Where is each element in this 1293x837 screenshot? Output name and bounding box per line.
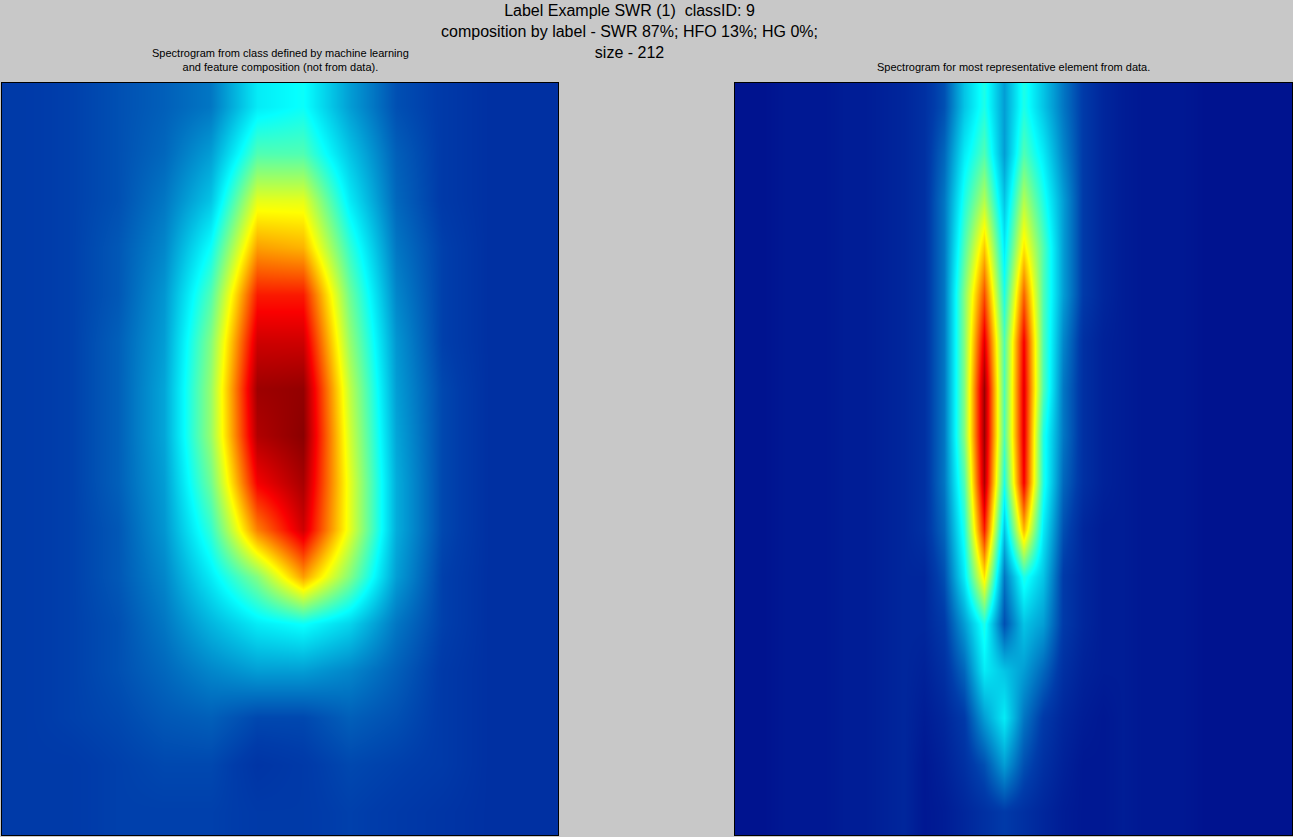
svg-text:Spectrogram for most represent: Spectrogram for most representative elem… <box>877 61 1150 73</box>
svg-text:Label Example SWR (1) classID: Label Example SWR (1) classID: 9composit… <box>441 2 818 61</box>
svg-text:Spectrogram from class defined: Spectrogram from class defined by machin… <box>152 47 409 73</box>
